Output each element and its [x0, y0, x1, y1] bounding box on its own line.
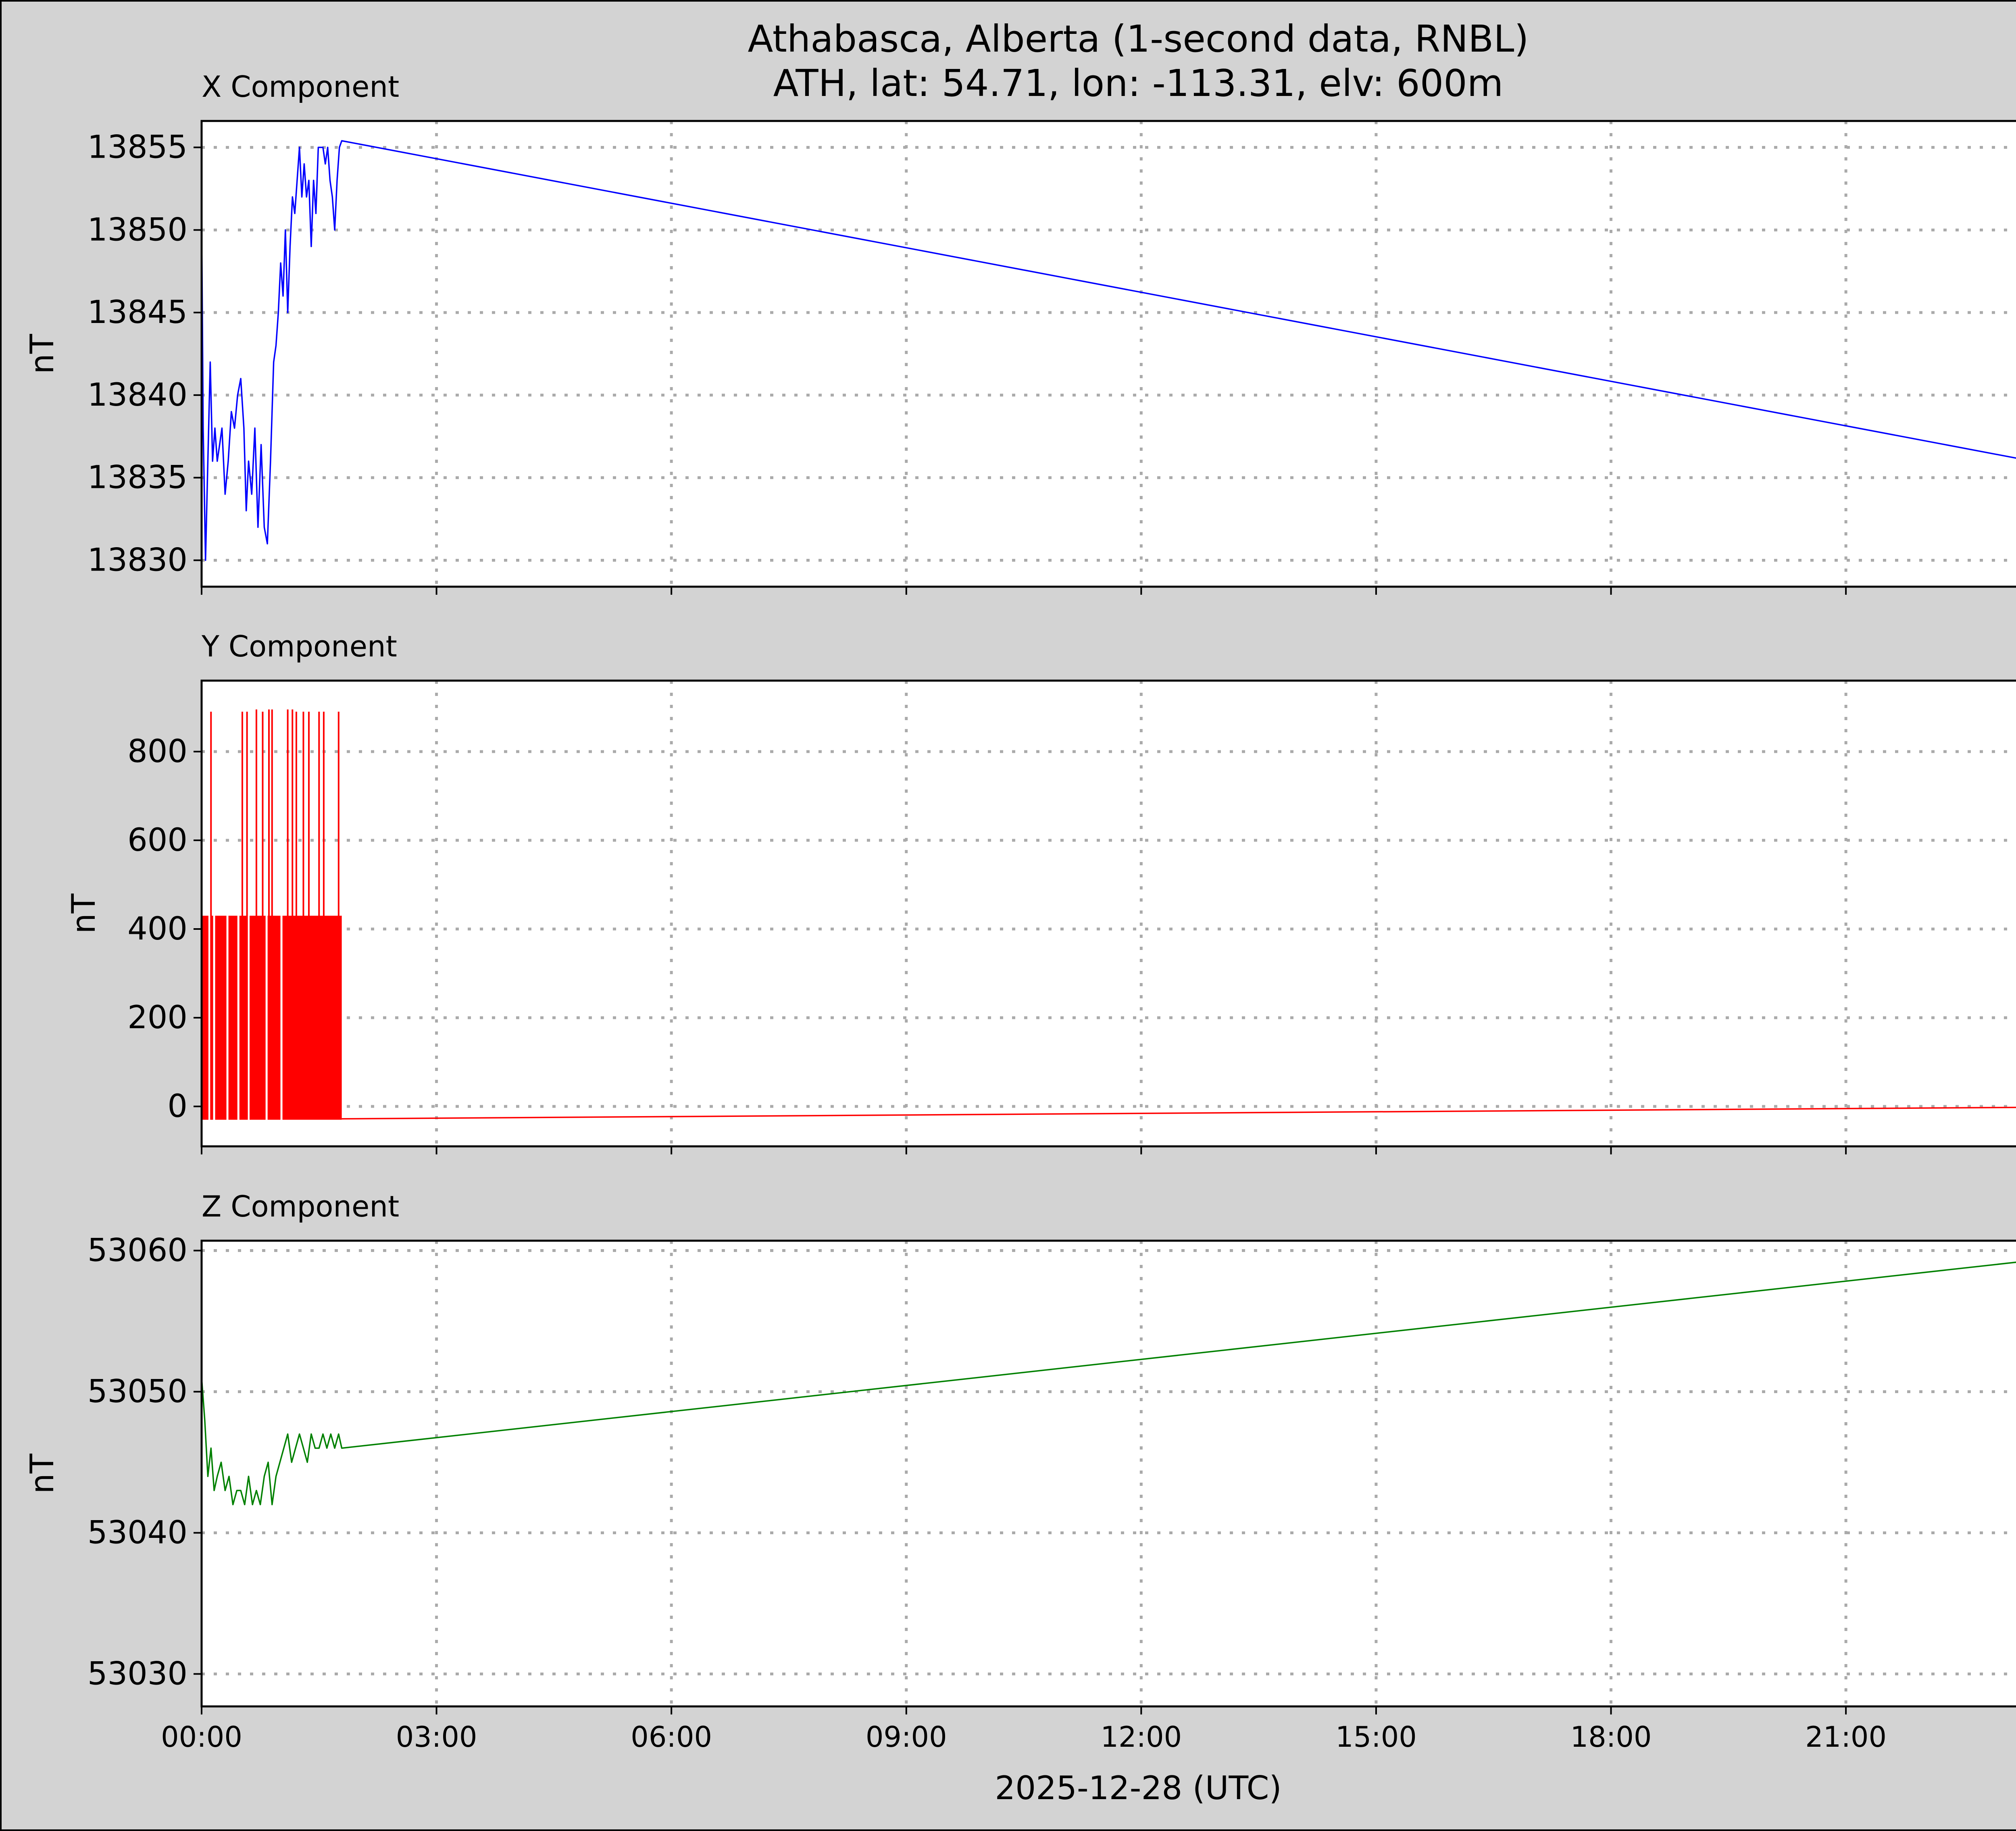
x-tick-label: 00:00 [161, 1721, 242, 1754]
y-tick-label: 0 [167, 1088, 187, 1125]
panel-title-z: Z Component [202, 1189, 399, 1223]
x-tick-label: 06:00 [631, 1721, 712, 1754]
panel-title-x: X Component [202, 70, 399, 104]
ticks-x: 13830 13835 13840 13845 13850 13855 [87, 129, 1847, 595]
y-tick-label: 400 [127, 911, 187, 947]
y-tick-label: 53050 [87, 1374, 187, 1410]
ticks-z: 00:00 03:00 06:00 09:00 12:00 15:00 18:00 21:00… [87, 1233, 1887, 1754]
plot-area-y [202, 681, 2016, 1146]
series-line [201, 140, 2016, 561]
axes-frame-y [200, 679, 2016, 1148]
y-tick-label: 13835 [87, 460, 187, 496]
y-tick-label: 13845 [87, 294, 187, 331]
panel-title-y: Y Component [201, 629, 397, 663]
y-tick-label: 13830 [87, 542, 187, 578]
y-tick-label: 53030 [87, 1656, 187, 1692]
y-tick-label: 800 [127, 733, 187, 770]
y-tick-label: 200 [127, 1000, 187, 1036]
y-axis-label-x: nT [23, 333, 61, 374]
y-tick-label: 53040 [87, 1515, 187, 1551]
y-tick-label: 13840 [87, 377, 187, 413]
x-tick-label: 21:00 [1805, 1721, 1887, 1754]
x-axis-label: 2025-12-28 (UTC) [995, 1769, 1281, 1807]
panel-z-component: 00:00 03:00 06:00 09:00 12:00 15:00 18:00 21:00… [23, 1189, 2016, 1754]
y-axis-label-z: nT [23, 1453, 61, 1494]
y-tick-label: 53060 [87, 1233, 187, 1269]
line-layer-x [201, 140, 2016, 561]
series-line [342, 1106, 2016, 1120]
y-tick-label: 600 [127, 822, 187, 858]
axes-frame-z [200, 1239, 2016, 1708]
grid-z [202, 1241, 2016, 1706]
y-axis-label-y: nT [65, 893, 102, 934]
grid-x [202, 121, 2016, 587]
panel-y-component: 0 200 400 600 800 Y Component nT [65, 629, 2016, 1154]
x-tick-label: 03:00 [396, 1721, 477, 1754]
panel-x-component: 13830 13835 13840 13845 13850 13855 X Compone… [23, 70, 2016, 595]
plot-area-x [202, 121, 2016, 587]
grid-y [202, 681, 2016, 1146]
axes-frame-x [200, 120, 2016, 588]
line-layer-y [202, 709, 2016, 1120]
ticks-y: 0 200 400 600 800 [127, 733, 1847, 1154]
x-tick-label: 12:00 [1100, 1721, 1182, 1754]
figure-title-line1: Athabasca, Alberta (1-second data, RNBL) [748, 17, 1529, 60]
line-layer-z [201, 1261, 2016, 1506]
x-tick-label: 15:00 [1335, 1721, 1417, 1754]
y-tick-label: 13855 [87, 129, 187, 166]
y-tick-label: 13850 [87, 212, 187, 248]
x-tick-label: 09:00 [866, 1721, 947, 1754]
series-line [201, 1261, 2016, 1506]
plot-area-z [202, 1241, 2016, 1706]
x-tick-label: 18:00 [1570, 1721, 1652, 1754]
figure-title-line2: ATH, lat: 54.71, lon: -113.31, elv: 600m [773, 62, 1504, 105]
